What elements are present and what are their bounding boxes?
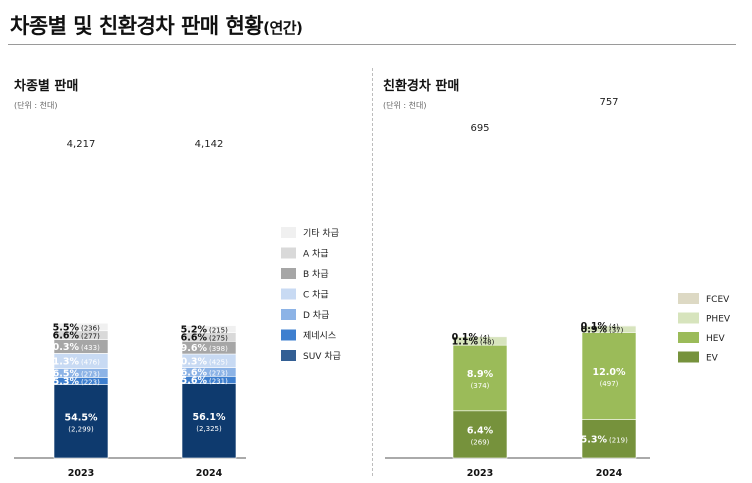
segment-percent-label: 11.3%	[46, 357, 79, 368]
segment-value-label: (273)	[209, 369, 228, 377]
legend-label: FCEV	[706, 295, 730, 305]
legend-label: HEV	[706, 334, 725, 344]
segment-percent-label: 6.6%	[53, 331, 80, 342]
segment-value-label: (374)	[471, 382, 490, 390]
legend-swatch	[281, 309, 296, 320]
section-divider	[372, 68, 373, 476]
page-title: 차종별 및 친환경차 판매 현황(연간)	[10, 10, 303, 40]
segment-percent-label: 5.3%	[581, 434, 608, 445]
legend-swatch	[281, 227, 296, 238]
legend-swatch	[678, 351, 699, 363]
legend-label: 기타 차급	[303, 227, 339, 239]
segment-value-label: (223)	[81, 379, 100, 387]
bar-total-label: 695	[470, 123, 489, 134]
legend-label: 제네시스	[303, 331, 336, 342]
segment-percent-label: 6.6%	[181, 332, 208, 343]
segment-percent-label: 10.3%	[174, 356, 207, 367]
segment-percent-label: 6.4%	[467, 425, 494, 436]
segment-value-label: (269)	[471, 438, 490, 446]
x-tick-label: 2024	[196, 468, 223, 479]
legend-swatch	[281, 350, 296, 361]
chart-unit-label: (단위 : 천대)	[383, 100, 426, 110]
segment-percent-label: 10.3%	[46, 342, 79, 353]
segment-percent-label: 8.9%	[467, 369, 494, 380]
legend-label: EV	[706, 354, 719, 364]
segment-value-label: (231)	[209, 378, 228, 386]
segment-percent-label: 1.1%	[452, 337, 479, 348]
legend-swatch	[281, 329, 296, 341]
segment-percent-label: 0.1%	[581, 321, 608, 332]
segment-value-label: (219)	[609, 436, 628, 444]
segment-value-label: (273)	[81, 371, 100, 379]
legend-swatch	[678, 332, 699, 343]
bar-segment	[581, 332, 637, 420]
segment-value-label: (425)	[209, 358, 228, 366]
segment-percent-label: 5.2%	[181, 325, 208, 336]
segment-percent-label: 9.6%	[181, 343, 208, 354]
segment-value-label: (275)	[209, 334, 228, 342]
segment-percent-label: 0.9%	[581, 325, 608, 336]
segment-percent-label: 54.5%	[65, 412, 98, 423]
page-title-suffix: (연간)	[263, 19, 303, 37]
segment-value-label: (215)	[209, 327, 228, 335]
legend-label: C 차급	[303, 289, 329, 301]
segment-value-label: (48)	[480, 339, 495, 347]
bar-segment	[452, 344, 508, 412]
bar-segment	[452, 410, 508, 459]
x-tick-label: 2023	[467, 468, 493, 479]
legend-swatch	[678, 312, 699, 324]
bar-total-label: 757	[599, 97, 618, 108]
segment-value-label: (4)	[609, 323, 619, 331]
bar-total-label: 4,217	[67, 139, 96, 150]
segment-value-label: (476)	[81, 359, 100, 367]
bar-segment	[181, 383, 237, 459]
segment-percent-label: 0.1%	[452, 332, 479, 343]
legend-label: PHEV	[706, 315, 731, 325]
bar-segment	[581, 324, 637, 327]
segment-value-label: (277)	[81, 333, 100, 341]
segment-percent-label: 6.6%	[181, 367, 208, 378]
segment-value-label: (497)	[600, 380, 619, 388]
legend-swatch	[678, 293, 699, 304]
legend-label: B 차급	[303, 268, 329, 280]
segment-value-label: (2,325)	[196, 425, 222, 433]
legend-swatch	[281, 288, 296, 300]
page-title-main: 차종별 및 친환경차 판매 현황	[10, 14, 264, 38]
legend-label: A 차급	[303, 248, 329, 260]
segment-percent-label: 5.3%	[53, 377, 80, 388]
x-tick-label: 2023	[68, 468, 94, 479]
x-tick-label: 2024	[596, 468, 623, 479]
legend-swatch	[281, 268, 296, 279]
legend-swatch	[281, 247, 296, 259]
segment-percent-label: 12.0%	[593, 367, 626, 378]
legend-label: D 차급	[303, 309, 329, 321]
segment-percent-label: 6.5%	[53, 369, 80, 380]
bar-segment	[581, 419, 637, 459]
bar-total-label: 4,142	[195, 139, 224, 150]
chart-unit-label: (단위 : 천대)	[14, 100, 57, 110]
chart-title: 친환경차 판매	[383, 78, 459, 94]
segment-percent-label: 5.5%	[53, 323, 80, 334]
chart-title: 차종별 판매	[14, 78, 78, 94]
segment-percent-label: 56.1%	[193, 412, 226, 423]
segment-value-label: (398)	[209, 345, 228, 353]
bar-segment	[181, 325, 237, 333]
segment-value-label: (2,299)	[68, 425, 94, 433]
segment-value-label: (4)	[480, 334, 490, 342]
segment-value-label: (433)	[81, 344, 100, 352]
segment-value-label: (236)	[81, 325, 100, 333]
segment-percent-label: 5.6%	[181, 376, 208, 387]
bar-segment	[53, 322, 109, 332]
title-underline	[8, 44, 736, 45]
segment-value-label: (37)	[609, 327, 624, 335]
bar-segment	[452, 335, 508, 337]
legend-label: SUV 차급	[303, 350, 341, 362]
